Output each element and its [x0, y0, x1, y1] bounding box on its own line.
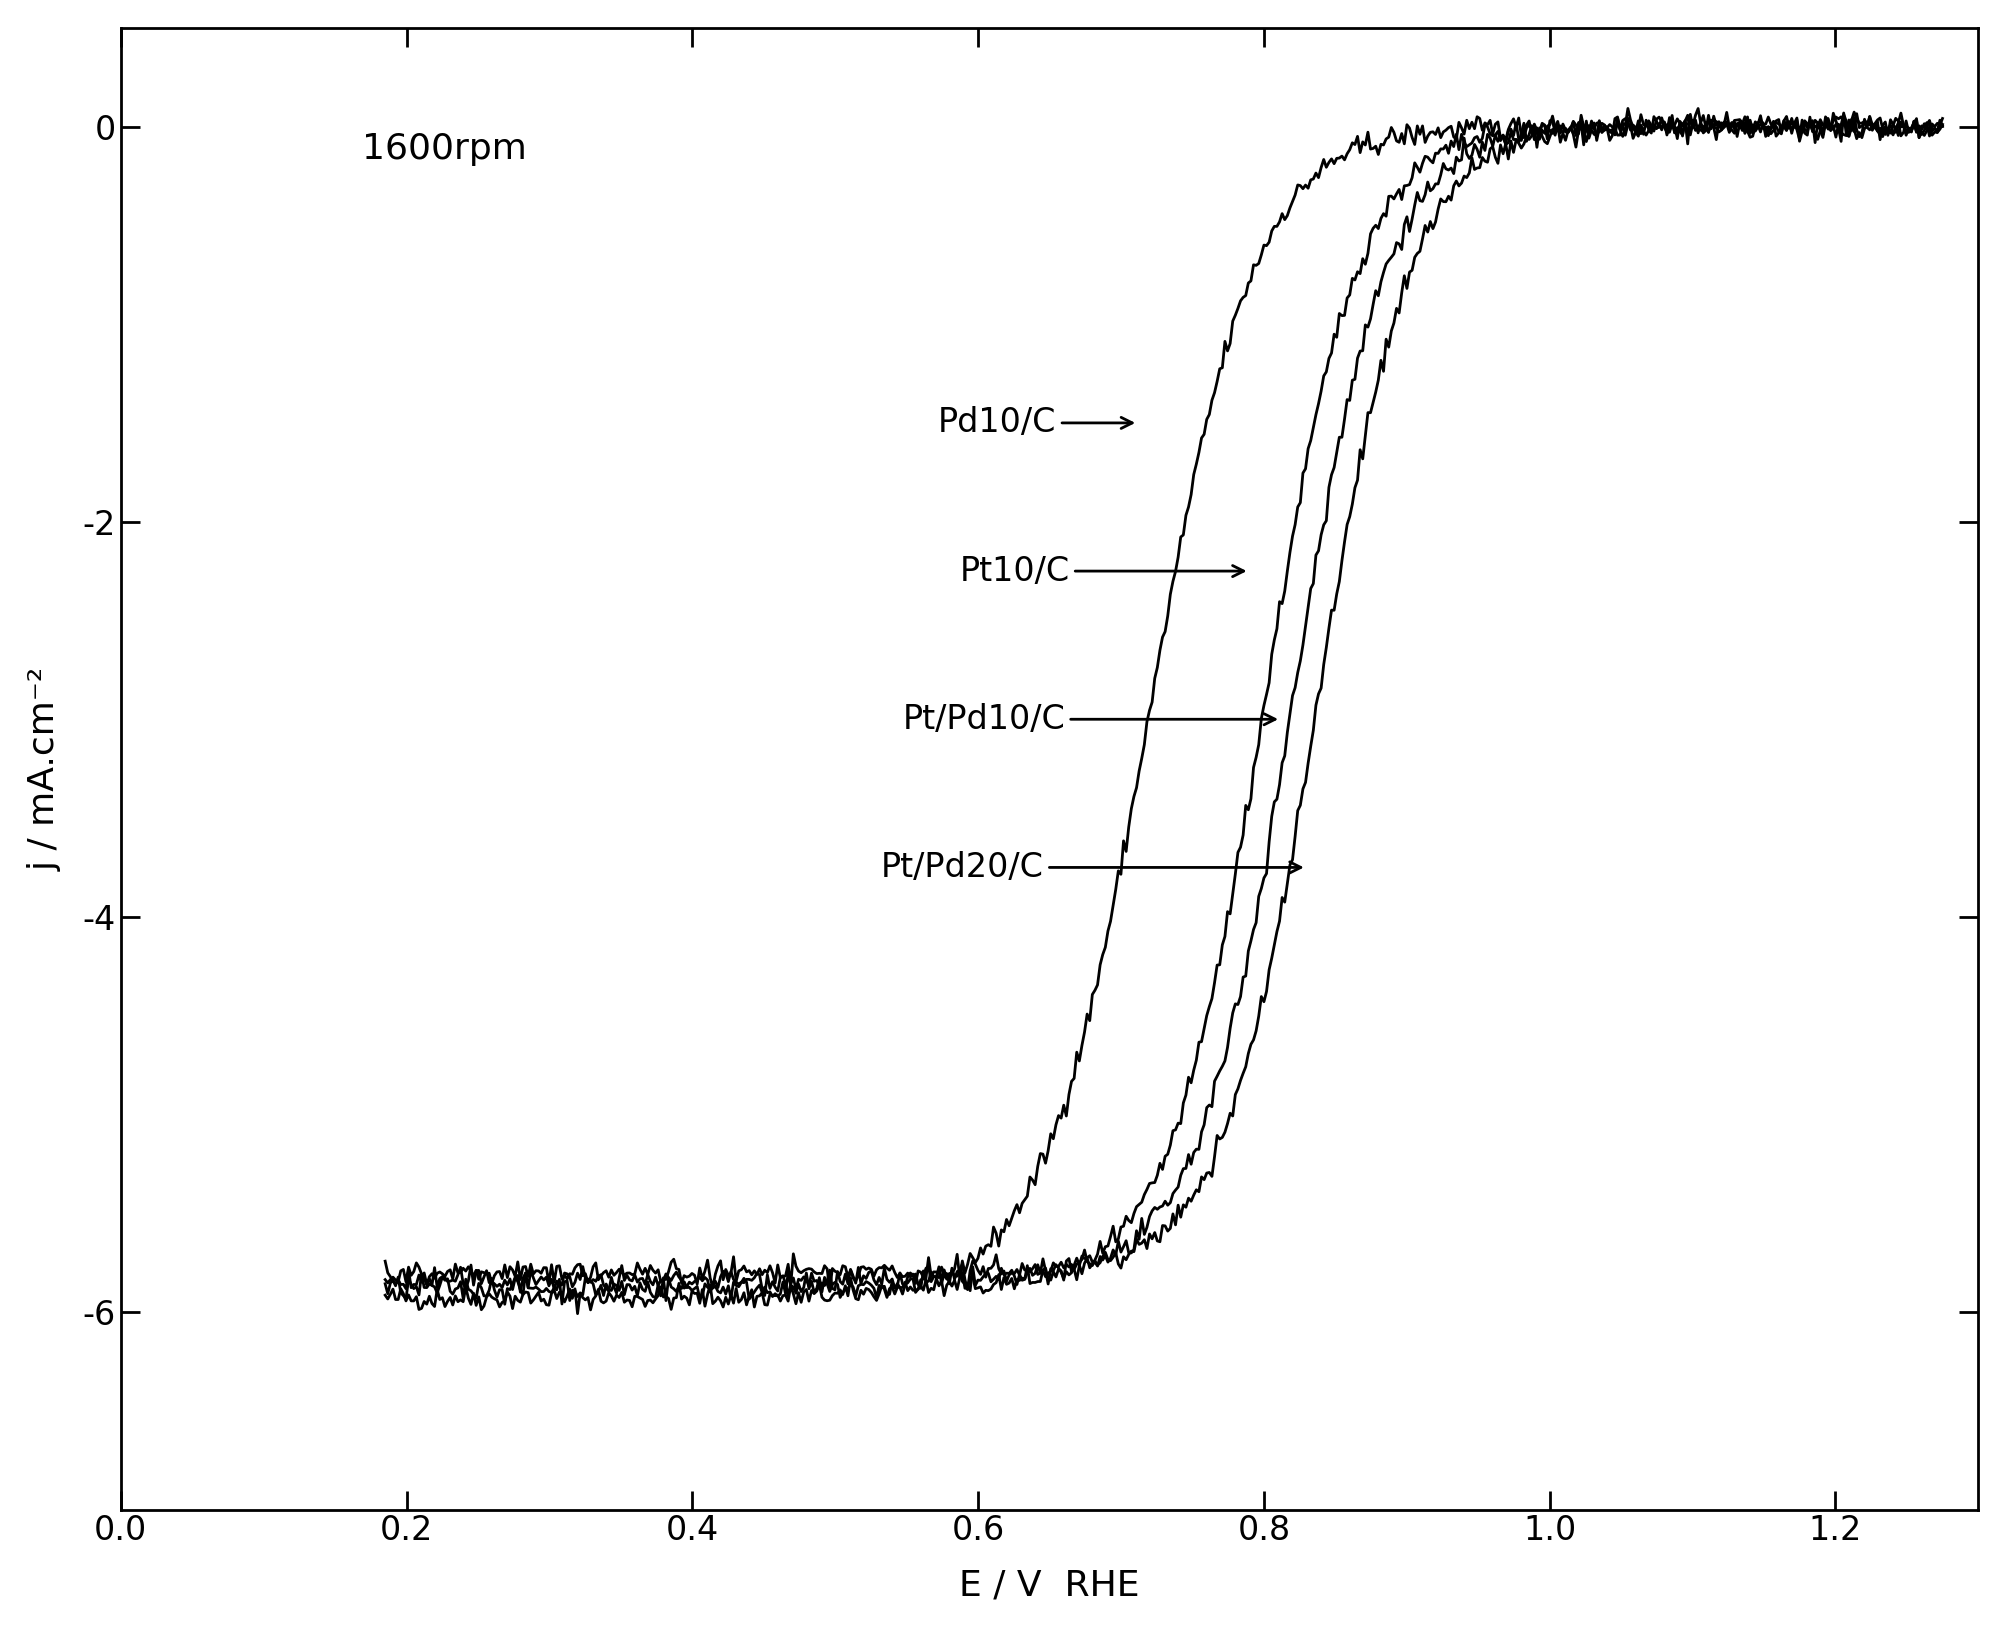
Text: Pt/Pd20/C: Pt/Pd20/C: [880, 851, 1299, 883]
Text: 1600rpm: 1600rpm: [363, 132, 527, 166]
Y-axis label: j / mA.cm⁻²: j / mA.cm⁻²: [28, 667, 62, 870]
Text: Pd10/C: Pd10/C: [938, 406, 1131, 440]
Text: Pt/Pd10/C: Pt/Pd10/C: [902, 703, 1275, 735]
Text: Pt10/C: Pt10/C: [958, 554, 1243, 587]
X-axis label: E / V  RHE: E / V RHE: [958, 1568, 1139, 1602]
